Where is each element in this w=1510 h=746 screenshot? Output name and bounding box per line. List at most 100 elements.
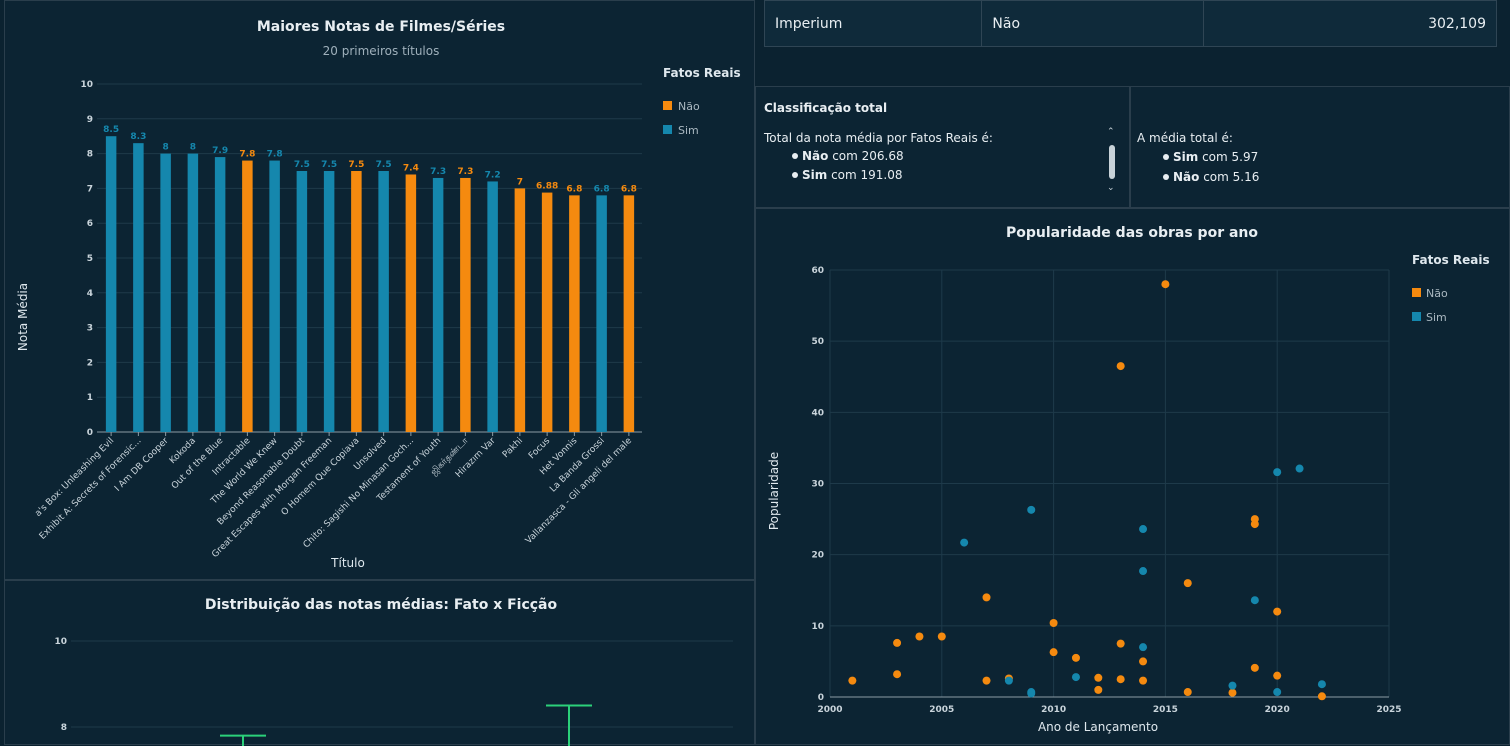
scatter-point-nao[interactable] [982,676,991,685]
scroll-thumb[interactable] [1109,145,1115,179]
scatter-point-nao[interactable] [915,632,924,641]
data-table-panel: Imperium Não 302,109 [757,0,1510,80]
bar-mark[interactable] [514,188,526,432]
bar-mark[interactable] [541,192,553,432]
bar-y-tick: 10 [80,80,93,90]
scatter-point-sim[interactable] [1139,567,1148,576]
scatter-point-sim[interactable] [1004,676,1013,685]
scatter-y-tick: 20 [811,551,824,561]
scatter-point-nao[interactable] [1139,657,1148,666]
bar-mark[interactable] [432,177,444,432]
insight-classificacao-panel: Classificação total Total da nota média … [755,86,1130,208]
scatter-x-tick: 2010 [1041,705,1066,715]
scatter-point-nao[interactable] [1161,280,1170,289]
scatter-x-tick: 2005 [929,705,954,715]
scatter-legend-item-sim[interactable]: Sim [1426,311,1447,324]
bar-mark[interactable] [214,157,226,432]
scatter-point-nao[interactable] [937,632,946,641]
bar-mark[interactable] [569,195,580,432]
bar-legend-title: Fatos Reais [663,66,741,80]
insight-item-label: Sim [802,168,828,182]
scatter-point-sim[interactable] [1228,681,1237,690]
scatter-point-nao[interactable] [1183,579,1192,588]
scatter-point-nao[interactable] [1317,692,1326,701]
bar-y-tick: 6 [87,219,93,229]
scatter-point-nao[interactable] [1094,685,1103,694]
scatter-point-sim[interactable] [1027,689,1036,698]
scatter-legend-swatch-nao[interactable] [1412,288,1421,297]
bar-mark[interactable] [405,174,417,433]
bar-mark[interactable] [269,160,280,432]
bar-legend-swatch-sim[interactable] [663,125,672,134]
scatter-point-sim[interactable] [1295,464,1304,473]
bar-chart-subtitle: 20 primeiros títulos [323,44,440,58]
bar-mark[interactable] [242,160,253,432]
scatter-point-nao[interactable] [1273,607,1282,616]
scatter-point-nao[interactable] [848,676,857,685]
scatter-point-sim[interactable] [1250,596,1259,605]
bar-mark[interactable] [160,153,171,432]
scatter-point-sim[interactable] [1273,688,1282,697]
scatter-point-nao[interactable] [1116,362,1125,371]
bar-data-label: 7.5 [321,160,337,170]
scatter-point-nao[interactable] [1116,675,1125,684]
insight-classificacao-item: Sim com 191.08 [792,168,903,182]
bar-x-tick-label: Focus [527,436,552,461]
scroll-down-icon[interactable]: ⌄ [1107,183,1115,193]
scatter-point-sim[interactable] [1071,673,1080,682]
box-y-tick: 8 [61,723,67,733]
bar-mark[interactable] [487,181,498,432]
bar-x-tick-label: Pakhi [501,436,525,460]
table-row[interactable]: Imperium Não 302,109 [764,0,1497,47]
scatter-point-nao[interactable] [1071,653,1080,662]
scatter-point-nao[interactable] [1250,663,1259,672]
scroll-up-icon[interactable]: ⌃ [1107,127,1115,137]
bar-mark[interactable] [133,143,144,432]
scatter-point-sim[interactable] [1139,643,1148,652]
insight-media-panel: A média total é: Sim com 5.97 Não com 5.… [1130,86,1510,208]
bar-mark[interactable] [323,171,335,432]
scatter-point-sim[interactable] [1317,680,1326,689]
bar-data-label: 7.4 [403,163,419,173]
bar-mark[interactable] [596,195,607,432]
scatter-legend-swatch-sim[interactable] [1412,312,1421,321]
scatter-point-nao[interactable] [1273,671,1282,680]
scatter-point-nao[interactable] [1116,639,1125,648]
insight-classificacao-item: Não com 206.68 [792,149,904,163]
scatter-point-nao[interactable] [982,593,991,602]
bar-legend-swatch-nao[interactable] [663,101,672,110]
insight-item-label: Não [802,149,829,163]
bar-mark[interactable] [378,171,389,432]
bar-legend-item-nao[interactable]: Não [678,100,700,113]
scatter-point-sim[interactable] [1027,505,1036,514]
box-plot-panel: Distribuição das notas médias: Fato x Fi… [4,580,755,746]
insight-item-label: Não [1173,170,1200,184]
bar-data-label: 7.9 [212,146,228,156]
scatter-point-nao[interactable] [893,638,902,647]
bar-mark[interactable] [460,177,471,432]
bar-mark[interactable] [187,153,199,432]
scatter-point-nao[interactable] [1139,676,1148,685]
box-plot-title: Distribuição das notas médias: Fato x Fi… [205,597,558,613]
scatter-legend-item-nao[interactable]: Não [1426,287,1448,300]
scatter-point-nao[interactable] [1228,688,1237,697]
bar-mark[interactable] [351,171,362,432]
bar-mark[interactable] [623,195,635,432]
scatter-point-sim[interactable] [1273,468,1282,477]
scatter-y-tick: 30 [811,480,824,490]
scatter-point-nao[interactable] [1183,688,1192,697]
bar-mark[interactable] [105,136,117,432]
bar-data-label: 6.88 [536,182,558,192]
scatter-point-nao[interactable] [1250,520,1259,529]
scatter-point-sim[interactable] [960,538,969,547]
scatter-point-nao[interactable] [1049,648,1058,657]
bar-legend-item-sim[interactable]: Sim [678,124,699,137]
scatter-point-nao[interactable] [1049,618,1058,627]
bar-mark[interactable] [296,171,308,432]
table-cell-popularidade: 302,109 [1428,15,1486,32]
scatter-point-nao[interactable] [893,670,902,679]
insight-scrollbar[interactable]: ⌃ ⌄ [1107,127,1115,195]
scatter-point-sim[interactable] [1139,525,1148,534]
bar-data-label: 7.8 [239,150,255,160]
scatter-point-nao[interactable] [1094,673,1103,682]
